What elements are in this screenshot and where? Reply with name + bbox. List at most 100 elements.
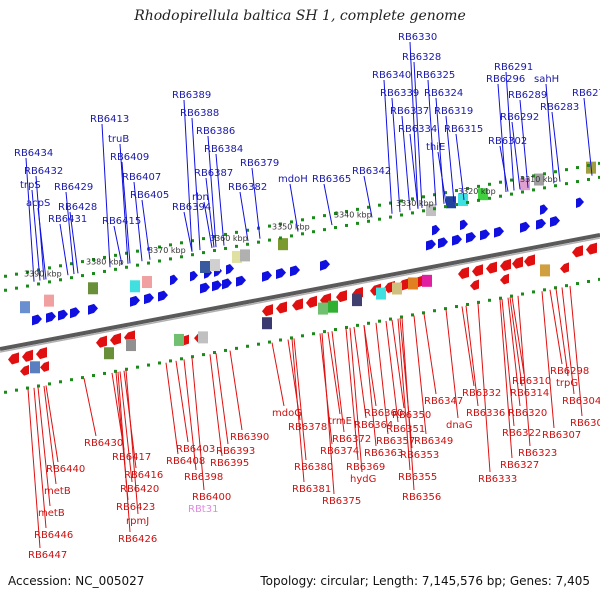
leader-line: [383, 79, 393, 214]
leader-line: [215, 153, 225, 246]
tick-mark: [521, 190, 524, 194]
gene-label-bottom: RB6320: [508, 408, 547, 419]
gene-label-bottom: RB6356: [402, 492, 441, 503]
tick-mark: [422, 195, 425, 199]
leader-line: [445, 309, 459, 419]
forward-gene: [438, 237, 448, 249]
kbp-label: 3310 kbp: [520, 175, 558, 184]
gene-label-top: mdoH: [278, 174, 308, 185]
tick-mark: [389, 201, 392, 205]
leader-line: [209, 354, 223, 457]
forward-gene: [144, 293, 154, 305]
tick-mark: [92, 258, 95, 262]
cog-box: [426, 204, 436, 217]
gene-label-top: RB6379: [240, 158, 279, 169]
leader-line: [239, 191, 249, 242]
gene-label-bottom: RB6322: [502, 428, 541, 439]
tick-mark: [378, 319, 381, 323]
gene-label-bottom: RB6430: [84, 438, 123, 449]
cog-box: [478, 188, 488, 201]
gene-label-bottom: RB6353: [400, 450, 439, 461]
tick-mark: [290, 336, 293, 340]
leader-line: [345, 328, 359, 461]
reverse-gene: [292, 298, 303, 311]
tick-mark: [334, 212, 337, 216]
tick-mark: [587, 279, 590, 283]
gene-label-bottom: RB6304: [562, 396, 600, 407]
leader-line: [121, 161, 131, 264]
gene-label-top: RB6365: [312, 174, 351, 185]
reverse-gene: [500, 273, 509, 285]
leader-line: [541, 291, 555, 429]
leader-line: [215, 353, 229, 445]
tick-mark: [598, 277, 600, 281]
tick-mark: [312, 216, 315, 220]
gene-label-bottom: RB6355: [398, 472, 437, 483]
tick-mark: [169, 257, 172, 261]
tick-mark: [169, 359, 172, 363]
gene-label-top: RB6302: [488, 136, 527, 147]
reverse-gene: [306, 295, 317, 308]
gene-label-top: RB6409: [110, 152, 149, 163]
tick-mark: [290, 234, 293, 238]
tick-mark: [15, 286, 18, 290]
gene-label-bottom: RB6375: [322, 496, 361, 507]
tick-mark: [477, 300, 480, 304]
tick-mark: [444, 307, 447, 311]
leader-line: [437, 151, 447, 204]
tick-mark: [301, 334, 304, 338]
tick-mark: [268, 340, 271, 344]
reverse-gene: [458, 266, 469, 279]
tick-mark: [499, 180, 502, 184]
leader-line: [141, 199, 151, 260]
tick-mark: [4, 274, 7, 278]
accession-label: Accession: NC_005027: [8, 574, 145, 588]
gene-label-top: RB6319: [434, 106, 473, 117]
leader-line: [37, 207, 47, 280]
forward-gene: [226, 264, 234, 275]
cog-box: [200, 261, 210, 273]
gene-label-top: RB6387: [194, 168, 233, 179]
gene-label-bottom: RB6298: [550, 366, 589, 377]
reverse-gene: [524, 254, 535, 267]
gene-label-bottom: RB6364: [354, 420, 393, 431]
tick-mark: [422, 209, 425, 213]
tick-mark: [59, 380, 62, 384]
tick-mark: [70, 276, 73, 280]
tick-mark: [323, 330, 326, 334]
tick-mark: [92, 272, 95, 276]
reverse-gene: [8, 352, 19, 365]
leader-line: [549, 289, 563, 365]
cog-box: [392, 282, 402, 295]
tick-mark: [81, 376, 84, 380]
leader-line: [509, 297, 523, 387]
cog-box: [198, 331, 208, 344]
gene-label-top: RB6292: [500, 112, 539, 123]
forward-gene: [158, 290, 168, 302]
tick-mark: [37, 268, 40, 272]
gene-label-top: RB6434: [14, 148, 53, 159]
cog-box: [44, 294, 54, 307]
tick-mark: [48, 382, 51, 386]
tick-mark: [158, 245, 161, 249]
gene-label-top: RB6315: [444, 124, 483, 135]
tick-mark: [136, 249, 139, 253]
gene-label-top: truB: [108, 134, 129, 145]
tick-mark: [202, 353, 205, 357]
leader-line: [583, 97, 593, 176]
tick-mark: [433, 309, 436, 313]
tick-mark: [554, 184, 557, 188]
forward-gene: [190, 270, 198, 282]
tick-mark: [334, 328, 337, 332]
tick-mark: [26, 386, 29, 390]
tick-mark: [213, 235, 216, 239]
leader-line: [203, 201, 213, 248]
tick-mark: [125, 265, 128, 269]
tick-mark: [455, 305, 458, 309]
leader-line: [455, 133, 465, 201]
leader-line: [229, 350, 243, 431]
gene-label-bottom: RB6347: [424, 396, 463, 407]
leader-line: [401, 317, 415, 491]
tick-mark: [15, 272, 18, 276]
